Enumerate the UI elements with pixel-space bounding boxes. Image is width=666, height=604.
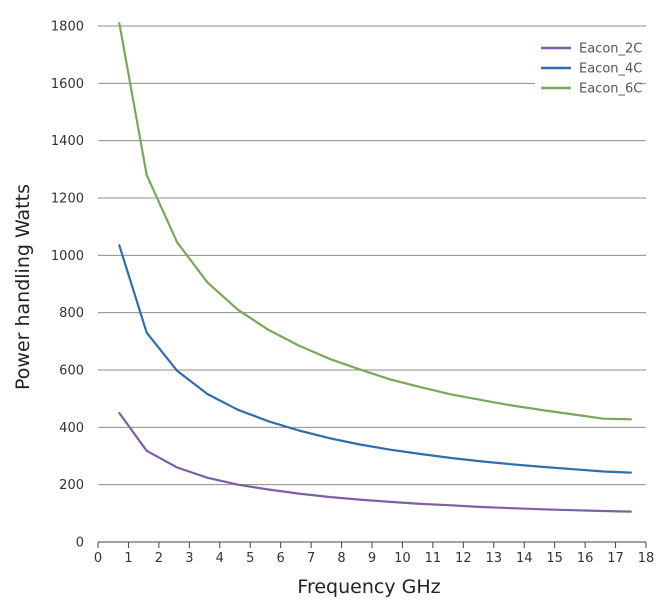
- x-tick-label: 12: [455, 551, 472, 566]
- legend-label: Eacon_6C: [579, 82, 642, 97]
- x-tick-label: 7: [307, 551, 315, 566]
- x-tick-label: 6: [277, 551, 285, 566]
- legend-label: Eacon_4C: [579, 62, 642, 77]
- y-tick-label: 200: [59, 478, 84, 493]
- y-tick-label: 1800: [51, 20, 84, 35]
- y-tick-label: 1000: [51, 249, 84, 264]
- legend: Eacon_2C Eacon_4C Eacon_6C: [535, 36, 642, 100]
- data-series: [118, 22, 632, 513]
- x-tick-label: 2: [155, 551, 163, 566]
- x-tick-label: 10: [394, 551, 411, 566]
- x-tick-label: 5: [246, 551, 254, 566]
- x-tick-label: 16: [577, 551, 594, 566]
- series-line-eacon_2c: [118, 411, 632, 513]
- x-tick-label: 17: [607, 551, 624, 566]
- y-tick-label: 1400: [51, 134, 84, 149]
- x-axis-title: Frequency GHz: [297, 576, 440, 598]
- x-tick-label: 11: [425, 551, 442, 566]
- gridlines: [98, 25, 646, 486]
- x-tick-label: 8: [337, 551, 345, 566]
- x-tick-label: 18: [638, 551, 655, 566]
- x-tick-label: 0: [94, 551, 102, 566]
- x-tick-label: 3: [185, 551, 193, 566]
- legend-label: Eacon_2C: [579, 42, 642, 57]
- x-tick-label: 15: [546, 551, 563, 566]
- y-tick-label: 1600: [51, 77, 84, 92]
- y-tick-label: 1200: [51, 192, 84, 207]
- x-tick-label: 1: [124, 551, 132, 566]
- y-tick-label: 400: [59, 421, 84, 436]
- x-tick-label: 4: [216, 551, 224, 566]
- x-tick-label: 9: [368, 551, 376, 566]
- x-tick-label: 13: [486, 551, 503, 566]
- y-tick-label: 800: [59, 306, 84, 321]
- y-tick-label: 600: [59, 364, 84, 379]
- series-line-eacon_6c: [118, 22, 632, 421]
- y-tick-label: 0: [76, 536, 84, 551]
- y-axis-title: Power handling Watts: [12, 184, 34, 390]
- series-line-eacon_4c: [118, 244, 632, 474]
- x-tick-label: 14: [516, 551, 533, 566]
